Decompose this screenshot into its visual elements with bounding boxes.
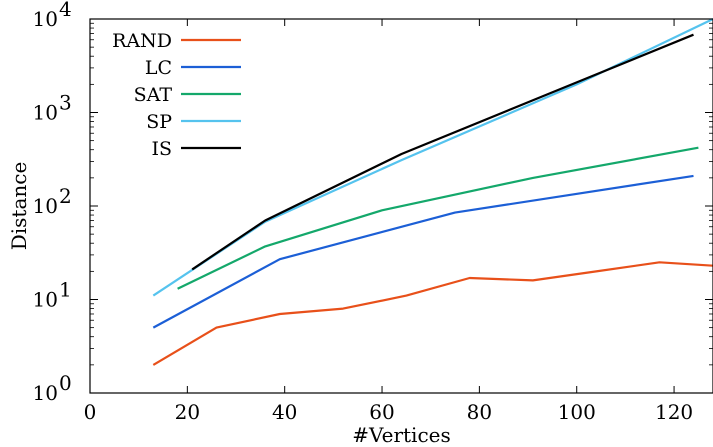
- y-tick-exponent: 4: [59, 0, 72, 21]
- series-line-sat: [177, 146, 699, 290]
- legend-label-is: IS: [151, 138, 172, 160]
- series-line-is: [191, 33, 694, 271]
- legend-label-rand: RAND: [112, 30, 172, 52]
- y-tick-label: 10: [33, 194, 58, 218]
- x-tick-label: 60: [369, 400, 394, 424]
- y-tick-label: 10: [33, 101, 58, 125]
- series-line-rand: [152, 261, 713, 366]
- x-tick-label: 0: [84, 400, 97, 424]
- legend-label-lc: LC: [145, 57, 172, 79]
- x-tick-label: 40: [272, 400, 297, 424]
- y-tick-label: 10: [33, 381, 58, 405]
- x-tick-label: 100: [558, 400, 596, 424]
- series-layer: [152, 18, 713, 366]
- y-tick-label: 10: [33, 288, 58, 312]
- y-axis-label: Distance: [7, 162, 31, 251]
- legend-label-sp: SP: [146, 111, 172, 133]
- y-tick-exponent: 3: [59, 91, 72, 115]
- y-tick-exponent: 2: [59, 184, 72, 208]
- x-axis-label: #Vertices: [352, 423, 451, 447]
- series-line-lc: [152, 174, 694, 329]
- x-tick-label: 80: [467, 400, 492, 424]
- y-tick-exponent: 0: [59, 371, 72, 395]
- x-tick-label: 120: [655, 400, 693, 424]
- y-tick-label: 10: [33, 7, 58, 31]
- legend: RAND LC SAT SP IS: [112, 30, 241, 160]
- y-tick-exponent: 1: [59, 278, 72, 302]
- x-tick-label: 20: [175, 400, 200, 424]
- legend-label-sat: SAT: [134, 84, 173, 106]
